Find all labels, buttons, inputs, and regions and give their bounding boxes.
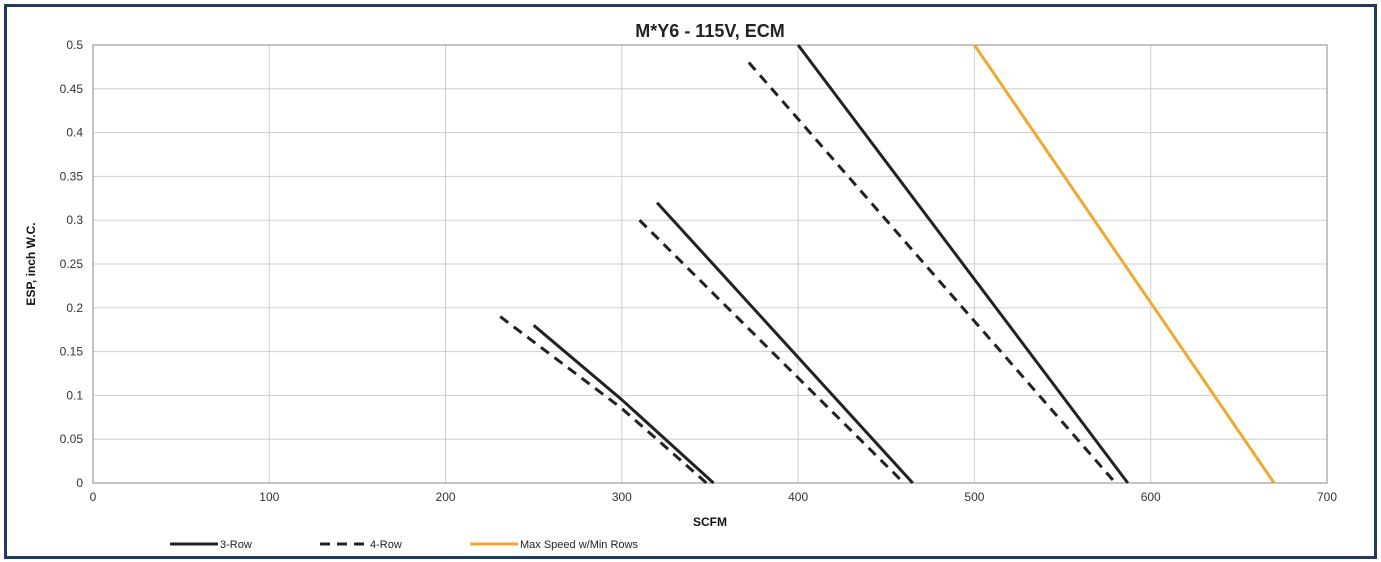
- series-line-4-row: [499, 315, 708, 485]
- legend-label: 3-Row: [220, 539, 252, 551]
- series-line-max-speed-w-min-rows: [973, 44, 1276, 484]
- y-tick-label: 0.35: [60, 169, 84, 183]
- x-tick-label: 400: [788, 490, 808, 504]
- chart-canvas: 0 100 200 300 400 500 600 700 0 0.05 0.1 0.15 0.2 0.…: [24, 21, 1338, 551]
- legend-label: Max Speed w/Min Rows: [520, 539, 638, 551]
- series-line-3-row: [532, 324, 715, 485]
- x-tick-label: 100: [259, 490, 279, 504]
- x-tick-label: 500: [964, 490, 984, 504]
- y-tick-label: 0.4: [66, 126, 83, 140]
- x-tick-label: 700: [1317, 490, 1337, 504]
- series-group: [499, 44, 1276, 485]
- y-tick-label: 0.2: [66, 301, 83, 315]
- legend-label: 4-Row: [370, 539, 402, 551]
- grid: [92, 44, 1328, 484]
- y-tick-label: 0.3: [66, 213, 83, 227]
- y-tick-label: 0.45: [60, 82, 84, 96]
- y-axis-label: ESP, inch W.C.: [24, 222, 38, 305]
- series-line-3-row: [796, 44, 1129, 484]
- x-tick-label: 300: [612, 490, 632, 504]
- series-line-4-row: [638, 219, 905, 485]
- chart-frame: 0 100 200 300 400 500 600 700 0 0.05 0.1 0.15 0.2 0.…: [4, 4, 1377, 559]
- y-tick-label: 0: [76, 476, 83, 490]
- y-tick-label: 0.15: [60, 345, 84, 359]
- x-tick-label: 200: [436, 490, 456, 504]
- y-tick-label: 0.1: [66, 388, 83, 402]
- y-tick-label: 0.05: [60, 432, 84, 446]
- y-tick-label: 0.5: [66, 38, 83, 52]
- series-line-3-row: [655, 201, 914, 485]
- plot-border: [92, 44, 1328, 484]
- x-tick-label: 600: [1141, 490, 1161, 504]
- x-axis-ticks: 0 100 200 300 400 500 600 700: [90, 490, 1338, 504]
- x-tick-label: 0: [90, 490, 97, 504]
- legend: 3-Row 4-Row Max Speed w/Min Rows: [170, 539, 638, 551]
- y-axis-ticks: 0 0.05 0.1 0.15 0.2 0.25 0.3 0.35 0.4 0.45 0.5: [60, 38, 84, 490]
- x-axis-label: SCFM: [693, 515, 727, 529]
- y-tick-label: 0.25: [60, 257, 84, 271]
- series-line-4-row: [747, 61, 1117, 484]
- chart-title: M*Y6 - 115V, ECM: [635, 21, 784, 41]
